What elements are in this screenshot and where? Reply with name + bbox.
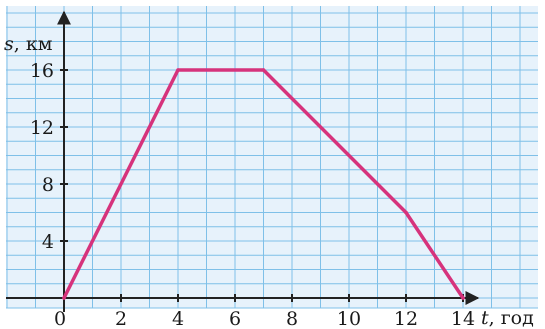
x-axis-unit: , год (489, 307, 534, 329)
y-axis-unit: , км (14, 33, 53, 55)
tick-labels: 0 2 4 6 8 10 12 14 4 8 12 16 (30, 60, 475, 329)
y-axis-label: s, км (4, 33, 53, 55)
y-tick-label: 8 (42, 174, 54, 196)
series-layer (62, 68, 465, 300)
x-tick-label: 8 (286, 308, 298, 329)
x-tick-label: 6 (229, 308, 241, 329)
data-point (62, 296, 66, 300)
x-axis-label: t, год (481, 307, 534, 329)
x-axis-variable: t (481, 307, 489, 329)
data-point (404, 210, 408, 215)
plot-background (6, 6, 538, 308)
x-tick-label: 0 (54, 308, 66, 329)
data-point (261, 68, 266, 72)
x-tick-label: 10 (337, 308, 361, 329)
x-tick-label: 12 (394, 308, 418, 329)
x-tick-label: 14 (451, 308, 475, 329)
x-tick-label: 2 (115, 308, 127, 329)
y-tick-label: 4 (42, 231, 54, 253)
data-point (176, 68, 180, 72)
y-axis-variable: s (4, 33, 14, 55)
y-tick-label: 16 (30, 60, 54, 82)
y-tick-label: 12 (30, 117, 54, 139)
data-point (461, 296, 465, 300)
x-tick-label: 4 (172, 308, 184, 329)
